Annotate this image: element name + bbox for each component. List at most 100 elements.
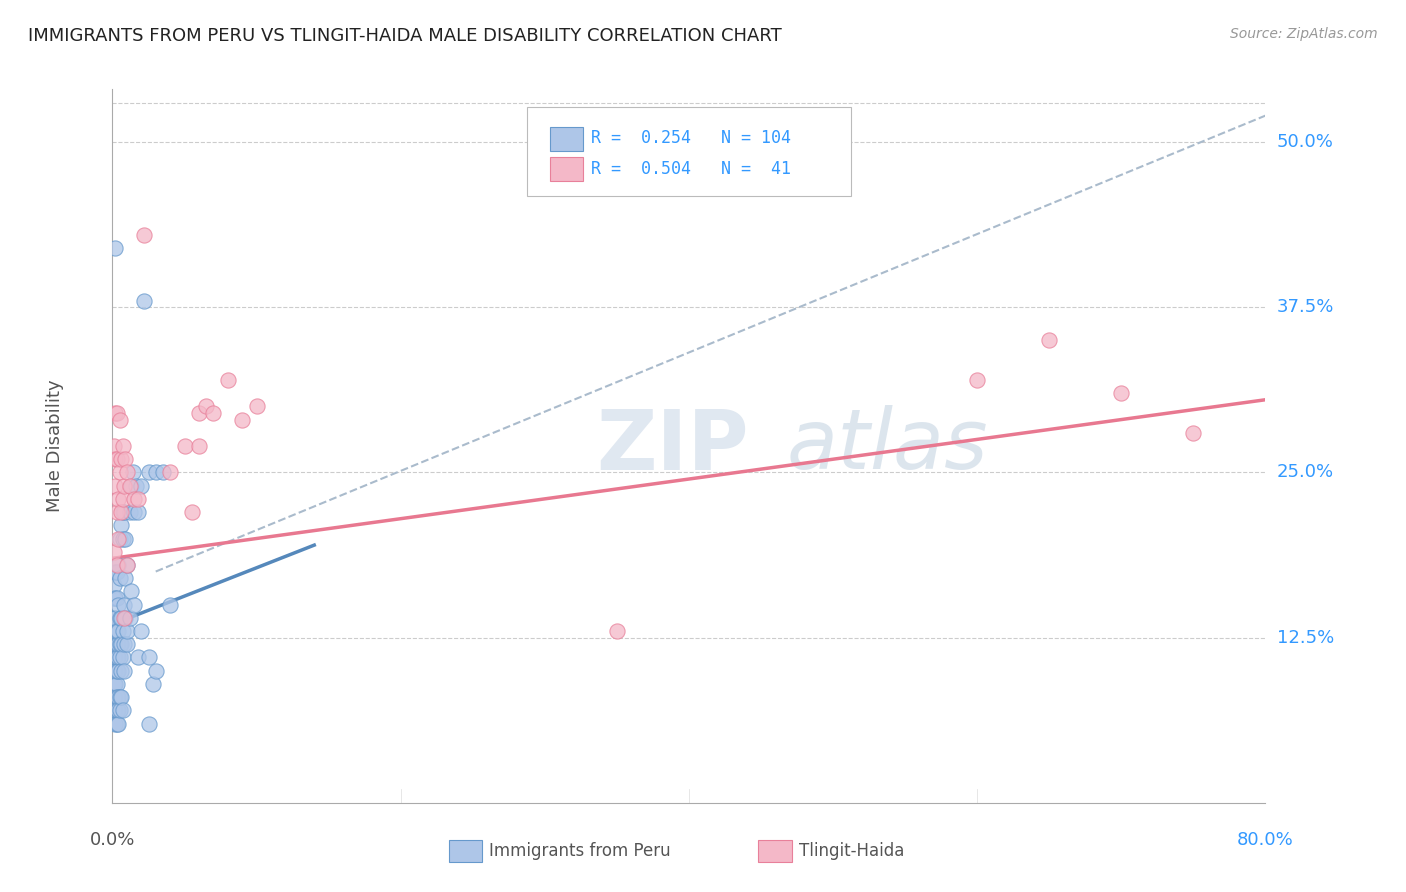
Point — [104, 624, 127, 638]
Text: R =  0.504   N =  41: R = 0.504 N = 41 — [591, 160, 790, 178]
Point — [127, 650, 149, 665]
Point — [108, 532, 131, 546]
Point — [105, 637, 128, 651]
Point — [105, 664, 128, 678]
Point — [103, 624, 125, 638]
Point — [108, 637, 131, 651]
Point — [104, 664, 127, 678]
Text: 25.0%: 25.0% — [1277, 464, 1334, 482]
Point — [103, 677, 125, 691]
Point — [114, 452, 136, 467]
Point — [103, 703, 125, 717]
Point — [107, 624, 129, 638]
Text: 12.5%: 12.5% — [1277, 629, 1334, 647]
Point — [111, 650, 134, 665]
Point — [111, 532, 134, 546]
Point — [115, 624, 138, 638]
Point — [104, 677, 127, 691]
Point — [103, 664, 125, 678]
Point — [138, 716, 160, 731]
Point — [107, 703, 129, 717]
Point — [103, 591, 125, 605]
Point — [112, 664, 135, 678]
Point — [245, 400, 267, 414]
Point — [105, 716, 128, 731]
Point — [606, 624, 628, 638]
Point — [111, 624, 134, 638]
Point — [111, 491, 134, 506]
Point — [107, 650, 129, 665]
Point — [145, 466, 167, 480]
Point — [120, 478, 142, 492]
Point — [112, 598, 135, 612]
Point — [120, 584, 142, 599]
Point — [105, 591, 128, 605]
Point — [115, 558, 138, 572]
Text: Tlingit-Haida: Tlingit-Haida — [799, 842, 904, 860]
Text: 80.0%: 80.0% — [1237, 830, 1294, 848]
Point — [103, 439, 125, 453]
Point — [107, 690, 129, 704]
Point — [105, 505, 128, 519]
Point — [105, 703, 128, 717]
Point — [114, 611, 136, 625]
Text: 37.5%: 37.5% — [1277, 298, 1334, 317]
Point — [110, 664, 132, 678]
Point — [1182, 425, 1205, 440]
Point — [127, 491, 149, 506]
Point — [104, 703, 127, 717]
Text: 50.0%: 50.0% — [1277, 133, 1333, 151]
Point — [105, 690, 128, 704]
Point — [138, 650, 160, 665]
Point — [104, 591, 127, 605]
Point — [103, 690, 125, 704]
Point — [105, 558, 128, 572]
Point — [112, 637, 135, 651]
Point — [108, 571, 131, 585]
Point — [159, 598, 181, 612]
Point — [127, 505, 149, 519]
Point — [138, 466, 160, 480]
Point — [188, 439, 211, 453]
Point — [103, 650, 125, 665]
Point — [110, 518, 132, 533]
Point — [107, 716, 129, 731]
Point — [105, 565, 128, 579]
Point — [108, 703, 131, 717]
Point — [1111, 386, 1133, 401]
Point — [107, 491, 129, 506]
Point — [103, 578, 125, 592]
Point — [145, 664, 167, 678]
Text: Source: ZipAtlas.com: Source: ZipAtlas.com — [1230, 27, 1378, 41]
Point — [111, 505, 134, 519]
Point — [202, 406, 225, 420]
Point — [104, 690, 127, 704]
Point — [111, 703, 134, 717]
Point — [105, 650, 128, 665]
Point — [110, 505, 132, 519]
Point — [173, 439, 195, 453]
Point — [134, 293, 156, 308]
Text: Male Disability: Male Disability — [46, 380, 63, 512]
Point — [104, 637, 127, 651]
Point — [108, 466, 131, 480]
Point — [104, 241, 127, 255]
Text: atlas: atlas — [787, 406, 988, 486]
Point — [134, 227, 156, 242]
Point — [104, 650, 127, 665]
Point — [112, 611, 135, 625]
Point — [104, 716, 127, 731]
Point — [118, 505, 141, 519]
Point — [129, 624, 153, 638]
Point — [104, 565, 127, 579]
Point — [124, 478, 146, 492]
Point — [107, 598, 129, 612]
Point — [118, 611, 141, 625]
Point — [108, 650, 131, 665]
Point — [107, 664, 129, 678]
Point — [108, 690, 131, 704]
Point — [103, 611, 125, 625]
Point — [107, 637, 129, 651]
Point — [107, 532, 129, 546]
Text: R =  0.254   N = 104: R = 0.254 N = 104 — [591, 129, 790, 147]
